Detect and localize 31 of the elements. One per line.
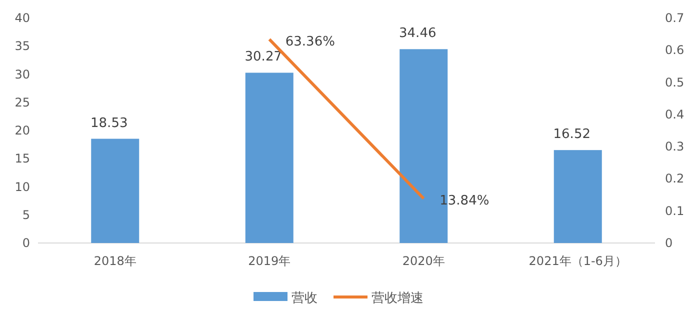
y2-tick-label: 0.2 [665, 172, 684, 186]
data-label: 18.53 [90, 116, 128, 131]
y2-tick-label: 0.6 [665, 43, 684, 58]
x-tick-label: 2018年 [94, 254, 136, 268]
bar [245, 72, 294, 243]
y-tick-label: 20 [14, 124, 30, 138]
data-label: 16.52 [553, 127, 590, 142]
y-tick-label: 30 [14, 67, 30, 82]
y-tick-label: 15 [14, 152, 30, 166]
y-tick-label: 35 [14, 39, 30, 54]
y2-tick-label: 0.7 [665, 11, 684, 25]
y-tick-label: 10 [14, 180, 30, 194]
x-tick-label: 2021年（1-6月） [528, 254, 627, 268]
y2-tick-label: 0.1 [665, 204, 684, 218]
data-label: 34.46 [399, 26, 436, 42]
y-tick-label: 5 [22, 208, 30, 222]
bar [91, 138, 140, 243]
bar [554, 150, 602, 243]
y-tick-label: 0 [22, 236, 30, 250]
y2-tick-label: 0.4 [665, 107, 684, 122]
y2-tick-label: 0.5 [665, 75, 684, 90]
y-tick-label: 40 [14, 11, 30, 25]
x-tick-label: 2019年 [248, 254, 291, 268]
data-label: 63.36% [285, 34, 335, 50]
y2-tick-label: 0 [665, 236, 673, 250]
y-tick-label: 25 [14, 95, 30, 110]
data-label: 30.27 [244, 50, 282, 65]
x-tick-label: 2020年 [402, 254, 445, 268]
legend-label: 营收 [292, 291, 318, 306]
legend-label: 营收增速 [372, 291, 424, 306]
y2-tick-label: 0.3 [665, 140, 684, 154]
